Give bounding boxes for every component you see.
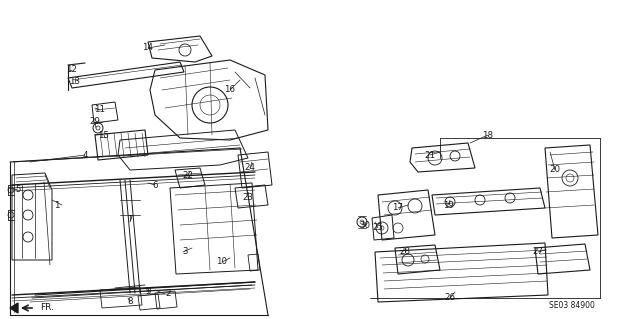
Text: 18: 18 (483, 130, 493, 139)
Text: 29: 29 (90, 117, 100, 127)
Text: 16: 16 (225, 85, 236, 94)
Text: 27: 27 (532, 248, 543, 256)
Text: 20: 20 (550, 166, 561, 174)
Text: 21: 21 (424, 151, 435, 160)
Text: 28: 28 (399, 248, 410, 256)
Text: 25: 25 (372, 224, 383, 233)
Text: 17: 17 (392, 204, 403, 212)
Text: 4: 4 (83, 151, 88, 160)
Text: 3: 3 (182, 248, 188, 256)
Text: 6: 6 (152, 181, 157, 189)
Text: 26: 26 (445, 293, 456, 302)
Text: 30: 30 (360, 220, 371, 229)
Text: 14: 14 (143, 43, 154, 53)
Text: 7: 7 (127, 216, 132, 225)
Text: 19: 19 (443, 201, 453, 210)
Text: 23: 23 (243, 194, 253, 203)
Text: FR.: FR. (40, 303, 54, 313)
Text: 22: 22 (182, 170, 193, 180)
Text: 1: 1 (54, 201, 60, 210)
Text: 12: 12 (67, 65, 77, 75)
Text: 11: 11 (95, 106, 106, 115)
Text: 2: 2 (165, 290, 171, 299)
Text: 5: 5 (15, 186, 20, 195)
Text: SE03 84900: SE03 84900 (549, 300, 595, 309)
Text: 10: 10 (216, 257, 227, 266)
Text: 9: 9 (145, 287, 150, 296)
Text: 15: 15 (99, 130, 109, 139)
Text: 13: 13 (70, 78, 81, 86)
Polygon shape (10, 303, 18, 313)
Text: 8: 8 (127, 298, 132, 307)
Text: 24: 24 (244, 164, 255, 173)
